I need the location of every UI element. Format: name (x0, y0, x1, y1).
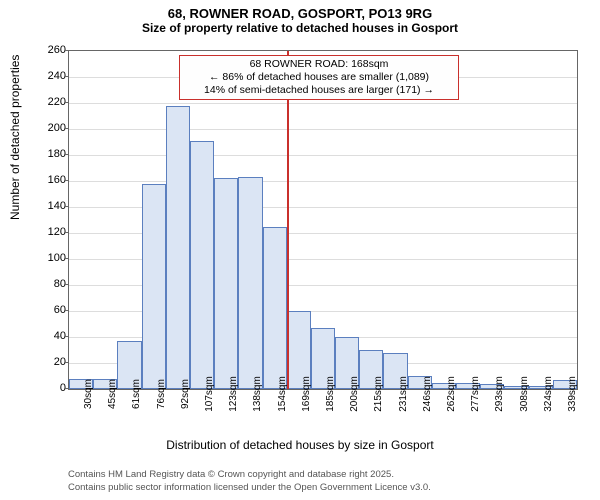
chart-plot-area: 68 ROWNER ROAD: 168sqm ← 86% of detached… (68, 50, 578, 390)
y-tick-mark (64, 128, 68, 129)
x-tick-label: 231sqm (398, 376, 409, 412)
y-tick-label: 80 (36, 278, 66, 290)
y-tick-mark (64, 362, 68, 363)
y-tick-label: 0 (36, 382, 66, 394)
y-tick-mark (64, 310, 68, 311)
x-tick-label: 215sqm (373, 376, 384, 412)
y-tick-label: 200 (36, 122, 66, 134)
y-tick-mark (64, 76, 68, 77)
histogram-bar (238, 177, 262, 389)
y-tick-mark (64, 258, 68, 259)
gridline (69, 181, 577, 182)
x-tick-label: 200sqm (349, 376, 360, 412)
x-tick-label: 107sqm (204, 376, 215, 412)
y-tick-label: 160 (36, 174, 66, 186)
y-tick-mark (64, 388, 68, 389)
footer-line1: Contains HM Land Registry data © Crown c… (68, 469, 431, 481)
x-tick-label: 185sqm (325, 376, 336, 412)
y-tick-label: 180 (36, 148, 66, 160)
x-tick-label: 123sqm (228, 376, 239, 412)
gridline (69, 155, 577, 156)
y-tick-mark (64, 284, 68, 285)
gridline (69, 129, 577, 130)
y-axis-label: Number of detached properties (8, 55, 22, 220)
annotation-line3: 14% of semi-detached houses are larger (… (184, 84, 454, 97)
y-tick-mark (64, 180, 68, 181)
y-tick-mark (64, 232, 68, 233)
y-tick-label: 100 (36, 252, 66, 264)
x-tick-label: 76sqm (156, 379, 167, 409)
footer-line2: Contains public sector information licen… (68, 482, 431, 494)
annotation-line2: ← 86% of detached houses are smaller (1,… (184, 71, 454, 84)
y-tick-label: 260 (36, 44, 66, 56)
y-tick-mark (64, 336, 68, 337)
x-tick-label: 169sqm (301, 376, 312, 412)
footer-text: Contains HM Land Registry data © Crown c… (68, 469, 431, 494)
y-tick-label: 140 (36, 200, 66, 212)
x-tick-label: 277sqm (470, 376, 481, 412)
y-tick-label: 220 (36, 96, 66, 108)
y-tick-label: 60 (36, 304, 66, 316)
x-tick-label: 61sqm (131, 379, 142, 409)
y-tick-mark (64, 154, 68, 155)
x-tick-label: 154sqm (277, 376, 288, 412)
x-axis-label: Distribution of detached houses by size … (0, 438, 600, 452)
annotation-line1: 68 ROWNER ROAD: 168sqm (184, 58, 454, 71)
y-tick-mark (64, 102, 68, 103)
x-tick-label: 293sqm (494, 376, 505, 412)
y-tick-label: 120 (36, 226, 66, 238)
y-tick-label: 40 (36, 330, 66, 342)
y-tick-label: 240 (36, 70, 66, 82)
x-tick-label: 339sqm (567, 376, 578, 412)
x-tick-label: 324sqm (543, 376, 554, 412)
histogram-bar (166, 106, 190, 389)
y-tick-mark (64, 50, 68, 51)
gridline (69, 103, 577, 104)
x-tick-label: 262sqm (446, 376, 457, 412)
marker-line (287, 51, 289, 389)
histogram-bar (263, 227, 287, 390)
histogram-bar (190, 141, 214, 389)
histogram-bar (142, 184, 166, 389)
histogram-bar (214, 178, 238, 389)
y-tick-mark (64, 206, 68, 207)
annotation-box: 68 ROWNER ROAD: 168sqm ← 86% of detached… (179, 55, 459, 100)
x-tick-label: 138sqm (252, 376, 263, 412)
x-tick-label: 45sqm (107, 379, 118, 409)
x-tick-label: 308sqm (519, 376, 530, 412)
x-tick-label: 30sqm (83, 379, 94, 409)
x-tick-label: 246sqm (422, 376, 433, 412)
chart-title: 68, ROWNER ROAD, GOSPORT, PO13 9RG (0, 0, 600, 21)
y-tick-label: 20 (36, 356, 66, 368)
x-tick-label: 92sqm (180, 379, 191, 409)
chart-subtitle: Size of property relative to detached ho… (0, 21, 600, 39)
